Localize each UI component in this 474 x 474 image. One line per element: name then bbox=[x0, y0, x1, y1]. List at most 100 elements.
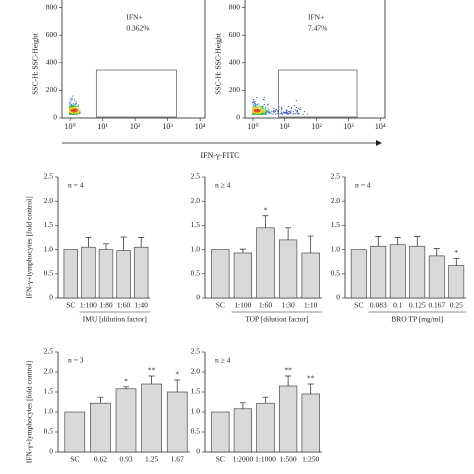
event-dot bbox=[253, 102, 255, 104]
event-dot bbox=[79, 110, 81, 111]
event-dot bbox=[297, 113, 299, 115]
event-dot bbox=[69, 109, 71, 111]
event-dot bbox=[274, 110, 276, 111]
error-bar bbox=[414, 236, 421, 247]
event-dot bbox=[289, 112, 291, 114]
event-dot bbox=[261, 107, 263, 109]
gate-text: IFN+ bbox=[126, 13, 142, 22]
event-dot bbox=[74, 105, 76, 107]
event-dot bbox=[78, 112, 80, 114]
event-dot bbox=[296, 110, 298, 112]
error-bar bbox=[123, 386, 129, 389]
event-dot bbox=[71, 113, 73, 115]
event-dot bbox=[72, 113, 74, 115]
event-dot bbox=[263, 112, 265, 114]
event-dot bbox=[76, 105, 78, 107]
event-dot bbox=[296, 110, 298, 112]
error-bar bbox=[103, 243, 109, 250]
y-tick-label: 0 bbox=[53, 113, 57, 122]
error-bar bbox=[97, 396, 104, 404]
event-dot bbox=[285, 109, 287, 111]
event-dot bbox=[77, 112, 79, 114]
event-dot bbox=[254, 109, 256, 111]
event-dot bbox=[75, 107, 77, 109]
event-dot bbox=[255, 110, 257, 112]
event-dot bbox=[74, 107, 76, 109]
error-bar bbox=[138, 237, 145, 248]
error-bar bbox=[262, 215, 269, 228]
gate-text: IFN+ bbox=[308, 13, 324, 22]
event-dot bbox=[256, 107, 258, 109]
y-tick-label: 2.5 bbox=[331, 172, 341, 181]
event-dot bbox=[262, 113, 264, 115]
event-dot bbox=[258, 113, 260, 115]
event-dot bbox=[73, 107, 75, 108]
event-dot bbox=[255, 104, 257, 106]
event-dot bbox=[275, 109, 277, 110]
event-dot bbox=[78, 112, 80, 114]
event-dot bbox=[76, 111, 78, 113]
event-dot bbox=[69, 101, 71, 103]
event-dot bbox=[270, 112, 272, 114]
event-dot bbox=[254, 103, 256, 105]
event-dot bbox=[252, 100, 254, 102]
event-dot bbox=[260, 106, 262, 108]
bar bbox=[233, 252, 253, 299]
event-dot bbox=[70, 112, 72, 114]
x-axis-label: TOP [dilution factor] bbox=[245, 315, 308, 324]
event-dot bbox=[265, 113, 267, 115]
event-dot bbox=[265, 112, 267, 114]
y-tick-label: 2.5 bbox=[191, 347, 201, 356]
event-dot bbox=[256, 110, 258, 112]
event-dot bbox=[71, 108, 73, 110]
event-dot bbox=[265, 112, 267, 114]
event-dot bbox=[69, 110, 71, 112]
event-dot bbox=[253, 108, 255, 110]
event-dot bbox=[72, 106, 74, 108]
event-dot bbox=[70, 112, 71, 114]
event-dot bbox=[73, 105, 75, 107]
plot-frame bbox=[61, 0, 206, 119]
y-tick-label: 2.5 bbox=[44, 172, 54, 181]
error-bar bbox=[453, 257, 460, 266]
error-bar bbox=[85, 237, 92, 248]
error-bar bbox=[120, 236, 127, 251]
event-dot bbox=[302, 113, 304, 115]
event-dot bbox=[257, 113, 259, 115]
bar bbox=[278, 385, 298, 453]
event-dot bbox=[75, 113, 77, 115]
event-dot bbox=[267, 112, 269, 114]
x-tick-label: 0.25 bbox=[450, 301, 463, 310]
event-dot bbox=[77, 111, 79, 113]
event-dot bbox=[277, 110, 279, 112]
n-label: n = 3 bbox=[68, 356, 84, 365]
event-dot bbox=[272, 113, 274, 115]
gate-text: 0.362% bbox=[126, 24, 149, 33]
event-dot bbox=[69, 107, 71, 109]
x-tick-label: 10¹ bbox=[97, 122, 108, 131]
event-dot bbox=[268, 109, 270, 111]
event-dot bbox=[262, 110, 264, 112]
bar bbox=[256, 402, 275, 453]
event-dot bbox=[258, 105, 260, 107]
event-dot bbox=[252, 109, 254, 110]
event-dot bbox=[70, 98, 72, 100]
event-dot bbox=[258, 103, 260, 105]
error-bar bbox=[307, 383, 314, 394]
event-dot bbox=[255, 106, 256, 108]
event-dot bbox=[279, 113, 281, 115]
event-dot bbox=[73, 105, 75, 107]
event-dot bbox=[256, 97, 258, 99]
significance: * bbox=[264, 205, 268, 214]
event-dot bbox=[267, 111, 268, 113]
event-dot bbox=[255, 113, 257, 115]
event-dot bbox=[262, 113, 264, 115]
event-dot bbox=[287, 106, 289, 107]
event-dot bbox=[252, 110, 254, 111]
gate bbox=[278, 69, 358, 118]
x-tick-label: SC bbox=[216, 301, 225, 310]
event-dot bbox=[261, 106, 263, 108]
event-dot bbox=[70, 109, 72, 111]
event-dot bbox=[254, 109, 256, 111]
y-tick-label: 800 bbox=[46, 2, 58, 11]
